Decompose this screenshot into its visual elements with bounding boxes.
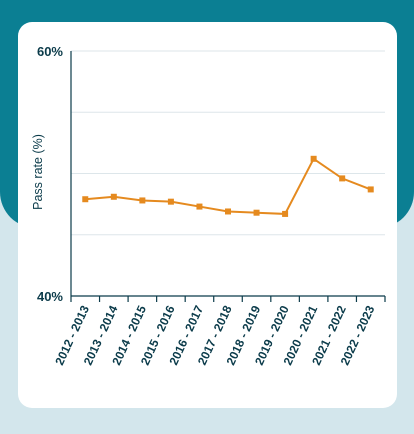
data-point bbox=[253, 209, 260, 216]
data-point bbox=[225, 208, 231, 215]
data-point bbox=[339, 175, 346, 182]
y-tick-label: 60% bbox=[37, 44, 63, 59]
data-point bbox=[367, 186, 374, 193]
data-point bbox=[310, 155, 317, 162]
data-point bbox=[167, 198, 174, 205]
data-point bbox=[82, 196, 89, 203]
chart-card bbox=[18, 22, 397, 408]
y-axis-label: Pass rate (%) bbox=[31, 134, 45, 210]
grid-lines bbox=[71, 50, 385, 297]
data-point bbox=[282, 210, 289, 217]
series bbox=[82, 155, 374, 217]
y-tick-label: 40% bbox=[37, 289, 63, 304]
data-point bbox=[196, 203, 203, 210]
series-line bbox=[85, 157, 372, 215]
axes bbox=[70, 51, 385, 297]
data-point bbox=[110, 193, 117, 200]
data-point bbox=[139, 197, 146, 204]
